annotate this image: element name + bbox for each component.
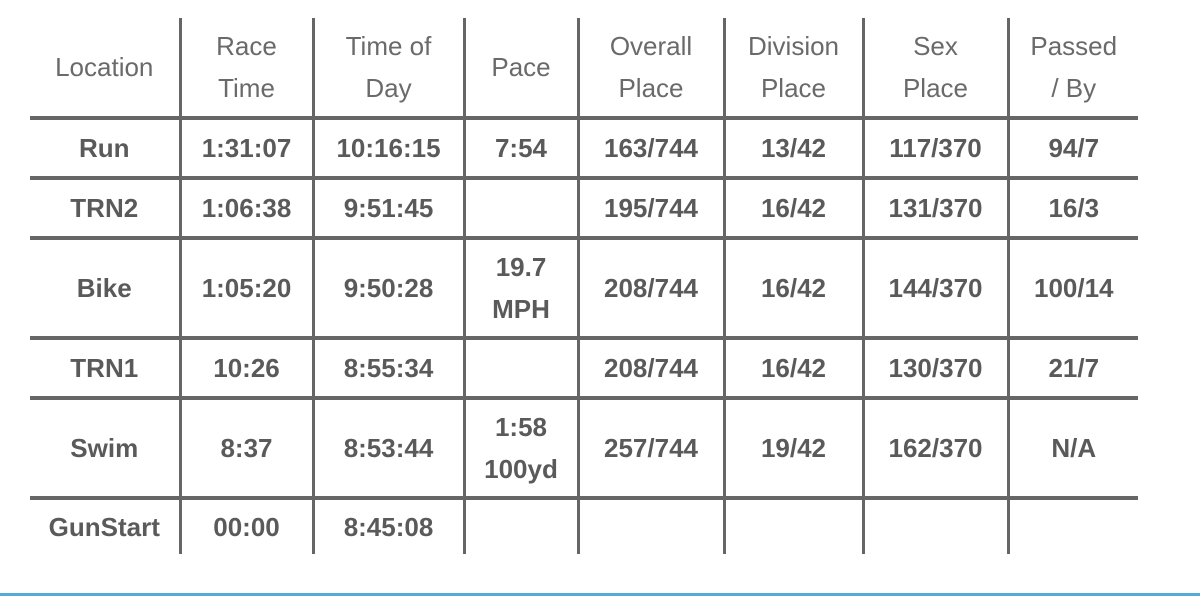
cell-sex-place: 117/370	[861, 118, 1008, 180]
header-sex-place: Sex Place	[861, 18, 1008, 120]
cell-passed-by: 100/14	[1006, 238, 1138, 340]
cell-time-of-day: 8:45:08	[311, 498, 464, 554]
cell-race-time: 10:26	[178, 338, 313, 400]
header-time-of-day-line-2: Day	[365, 73, 412, 103]
cell-time-of-day: 10:16:15	[311, 118, 464, 180]
cell-pace	[462, 178, 578, 240]
cell-division-place: 16/42	[722, 238, 863, 340]
table-header-row: Location Race Time Time of Day Pace Over…	[30, 18, 1138, 120]
cell-race-time: 1:06:38	[178, 178, 313, 240]
cell-pace-line-1: 7:54	[494, 133, 548, 163]
cell-race-time: 1:05:20	[178, 238, 313, 340]
cell-overall-place: 257/744	[576, 398, 724, 500]
header-division-place: Division Place	[722, 18, 863, 120]
cell-sex-place: 144/370	[861, 238, 1008, 340]
cell-time-of-day: 8:55:34	[311, 338, 464, 400]
header-time-of-day: Time of Day	[311, 18, 464, 120]
cell-pace-line-2: MPH	[492, 294, 550, 324]
cell-overall-place: 195/744	[576, 178, 724, 240]
cell-overall-place: 208/744	[576, 238, 724, 340]
cell-location: Run	[30, 118, 180, 180]
cell-location: Swim	[30, 398, 180, 500]
table-row-trn1: TRN1 10:26 8:55:34 208/744 16/42 130/370…	[30, 338, 1138, 400]
cell-pace: 1:58 100yd	[462, 398, 578, 500]
cell-passed-by: 16/3	[1006, 178, 1138, 240]
cell-race-time: 8:37	[178, 398, 313, 500]
table-row-run: Run 1:31:07 10:16:15 7:54 163/744 13/42 …	[30, 118, 1138, 180]
cell-time-of-day: 9:50:28	[311, 238, 464, 340]
header-location: Location	[30, 18, 180, 120]
cell-location: TRN2	[30, 178, 180, 240]
header-location-line-1: Location	[55, 52, 154, 82]
cell-division-place: 16/42	[722, 338, 863, 400]
header-pace-line-1: Pace	[491, 52, 551, 82]
cell-location: TRN1	[30, 338, 180, 400]
cell-sex-place: 130/370	[861, 338, 1008, 400]
cell-pace	[462, 498, 578, 554]
cell-division-place: 16/42	[722, 178, 863, 240]
race-splits-table: Location Race Time Time of Day Pace Over…	[30, 18, 1138, 554]
header-race-time: Race Time	[178, 18, 313, 120]
header-overall-place-line-2: Place	[618, 73, 684, 103]
header-sex-place-line-1: Sex	[913, 31, 958, 61]
cell-sex-place	[861, 498, 1008, 554]
header-passed-by-line-2: / By	[1051, 73, 1097, 103]
table-row-trn2: TRN2 1:06:38 9:51:45 195/744 16/42 131/3…	[30, 178, 1138, 240]
cell-overall-place: 163/744	[576, 118, 724, 180]
bottom-divider	[0, 593, 1200, 596]
header-division-place-line-2: Place	[760, 73, 827, 103]
cell-pace	[462, 338, 578, 400]
header-race-time-line-2: Time	[218, 73, 275, 103]
header-pace: Pace	[462, 18, 578, 120]
cell-pace-line-1: 19.7	[495, 252, 547, 282]
cell-division-place: 13/42	[722, 118, 863, 180]
header-passed-by: Passed / By	[1006, 18, 1138, 120]
cell-sex-place: 131/370	[861, 178, 1008, 240]
cell-location: Bike	[30, 238, 180, 340]
header-time-of-day-line-1: Time of	[345, 31, 432, 61]
cell-location: GunStart	[48, 512, 160, 542]
cell-time-of-day: 8:53:44	[311, 398, 464, 500]
cell-race-time: 1:31:07	[178, 118, 313, 180]
cell-pace-line-1: 1:58	[494, 412, 548, 442]
cell-division-place: 19/42	[722, 398, 863, 500]
cell-race-time: 00:00	[178, 498, 313, 554]
header-sex-place-line-2: Place	[902, 73, 969, 103]
cell-passed-by	[1006, 498, 1138, 554]
header-passed-by-line-1: Passed	[1030, 31, 1118, 61]
header-division-place-line-1: Division	[747, 31, 840, 61]
cell-division-place	[722, 498, 863, 554]
cell-pace: 19.7 MPH	[462, 238, 578, 340]
header-overall-place-line-1: Overall	[609, 31, 693, 61]
cell-time-of-day: 9:51:45	[311, 178, 464, 240]
cell-passed-by: 21/7	[1006, 338, 1138, 400]
cell-passed-by: N/A	[1006, 398, 1138, 500]
cell-overall-place	[576, 498, 724, 554]
table-row-bike: Bike 1:05:20 9:50:28 19.7 MPH 208/744 16…	[30, 238, 1138, 340]
cell-passed-by: 94/7	[1006, 118, 1138, 180]
table-row-gunstart: GunStart 00:00 8:45:08	[30, 498, 1138, 554]
cell-pace: 7:54	[462, 118, 578, 180]
table-row-swim: Swim 8:37 8:53:44 1:58 100yd 257/744 19/…	[30, 398, 1138, 500]
cell-sex-place: 162/370	[861, 398, 1008, 500]
cell-pace-line-2: 100yd	[484, 454, 558, 484]
header-race-time-line-1: Race	[216, 31, 277, 61]
header-overall-place: Overall Place	[576, 18, 724, 120]
cell-overall-place: 208/744	[576, 338, 724, 400]
